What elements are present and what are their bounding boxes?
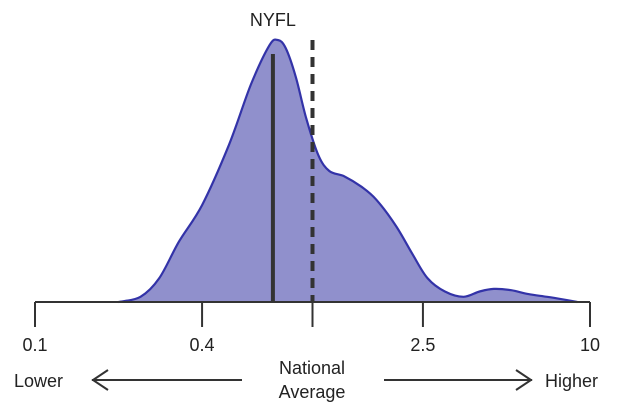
- marker-layer: [270, 40, 315, 302]
- higher-label: Higher: [545, 371, 598, 391]
- national-average-label-line1: National: [279, 358, 345, 378]
- density-curve-line: [118, 38, 578, 304]
- x-tick-label-4: 10: [580, 335, 600, 355]
- right-arrow-head-icon: [515, 369, 533, 391]
- label-layer: NYFL: [250, 10, 296, 30]
- lower-label: Lower: [14, 371, 63, 391]
- x-tick-label-3: 2.5: [410, 335, 435, 355]
- left-arrow-head-icon: [91, 369, 109, 391]
- density-area-fill: [118, 39, 578, 302]
- density-area-layer: [118, 38, 578, 304]
- national-average-label-line2: Average: [279, 382, 346, 402]
- x-axis: 0.1 0.4 2.5 10: [22, 301, 600, 355]
- marker-label-nyfl: NYFL: [250, 10, 296, 30]
- x-tick-label-1: 0.4: [190, 335, 215, 355]
- x-tick-label-0: 0.1: [22, 335, 47, 355]
